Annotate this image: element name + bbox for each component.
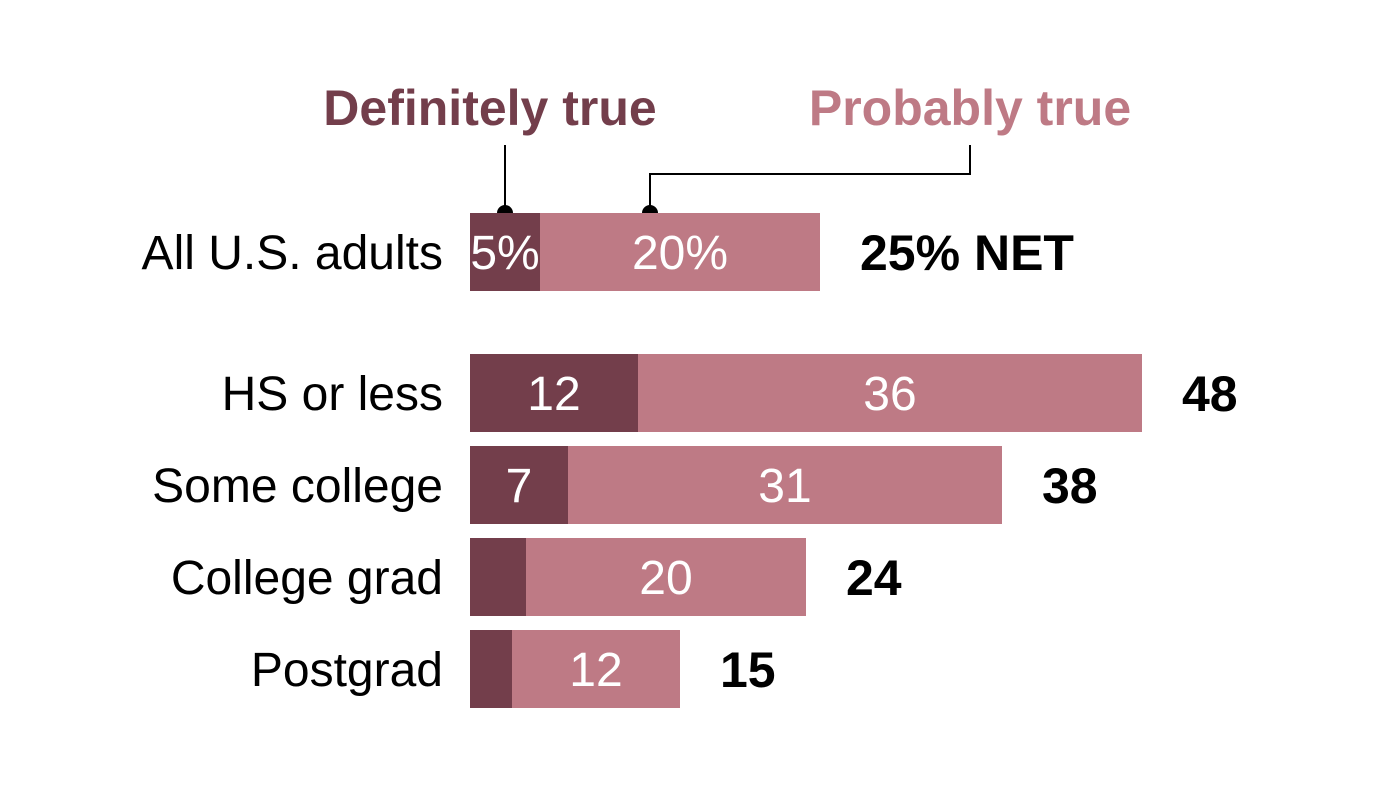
bar-row: HS or less 12 36 48 [222,354,1238,432]
segment-label-definitely-true: 12 [527,368,580,421]
bar-segment-definitely-true [470,446,568,524]
total-label: 24 [846,550,902,606]
legend: Definitely true Probably true [323,80,1131,221]
bar-segment-probably-true [526,538,806,616]
segment-label-probably-true: 20 [639,552,692,605]
segment-label-probably-true: 31 [758,460,811,513]
total-label: 15 [720,642,776,698]
total-label: 48 [1182,366,1238,422]
segment-label-definitely-true: 5% [470,227,539,280]
bar-segment-probably-true [568,446,1002,524]
segment-label-definitely-true: 7 [506,460,533,513]
segment-label-probably-true: 20% [632,227,728,280]
category-label: HS or less [222,368,443,421]
bar-segment-probably-true [512,630,680,708]
category-label: College grad [171,552,443,605]
category-label: All U.S. adults [142,227,443,280]
bars: All U.S. adults 5% 20% 25% NET HS or less 12 3… [142,213,1238,708]
total-label: 38 [1042,458,1098,514]
segment-label-probably-true: 36 [863,368,916,421]
bar-segment-definitely-true [470,630,512,708]
category-label: Some college [152,460,443,513]
bar-row: Postgrad 12 15 [251,630,776,708]
bar-row: All U.S. adults 5% 20% 25% NET [142,213,1074,291]
bar-segment-probably-true [540,213,820,291]
legend-probably-true: Probably true [809,80,1131,136]
total-label: 25% NET [860,225,1074,281]
bar-row: Some college 7 31 38 [152,446,1098,524]
category-label: Postgrad [251,644,443,697]
legend-definitely-true: Definitely true [323,80,656,136]
legend-leader-probably [649,145,971,213]
bar-segment-definitely-true [470,213,540,291]
bar-row: College grad 20 24 [171,538,902,616]
segment-label-probably-true: 12 [569,644,622,697]
bar-segment-definitely-true [470,354,638,432]
bar-segment-probably-true [638,354,1142,432]
bar-segment-definitely-true [470,538,526,616]
